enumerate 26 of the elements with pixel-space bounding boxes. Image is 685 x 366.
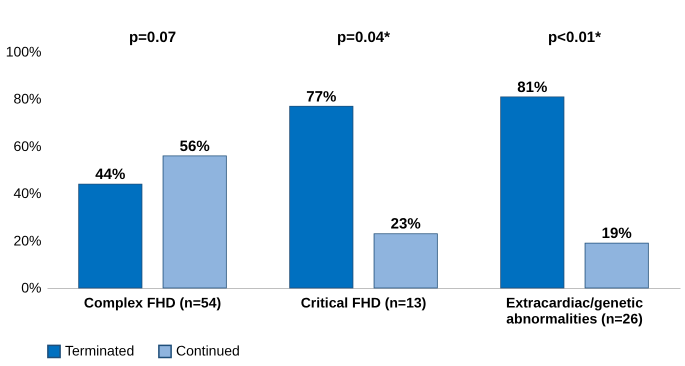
bar bbox=[500, 96, 564, 288]
bar bbox=[162, 155, 227, 288]
text: p<0.01* bbox=[548, 29, 602, 46]
y-tick-label: 100% bbox=[6, 44, 42, 60]
data-label: 23% bbox=[390, 216, 421, 233]
data-label: 81% bbox=[517, 78, 548, 96]
bar bbox=[374, 233, 438, 288]
x-tick-label: Extracardiac/genetic abnormalities (n=26) bbox=[506, 294, 644, 326]
y-tick-label: 20% bbox=[13, 232, 42, 248]
text: p=0.07 bbox=[128, 29, 176, 46]
data-label: 77% bbox=[306, 88, 336, 106]
bar bbox=[584, 242, 649, 288]
bar bbox=[289, 106, 354, 288]
data-label: 56% bbox=[180, 138, 210, 155]
legend-label: Continued bbox=[176, 342, 240, 358]
y-tick-label: 0% bbox=[21, 280, 42, 296]
y-tick-label: 60% bbox=[13, 138, 42, 154]
x-tick-label: Complex FHD (n=54) bbox=[84, 294, 222, 310]
legend-label: Terminated bbox=[65, 342, 134, 358]
y-tick-label: 40% bbox=[13, 185, 42, 202]
y-tick-label: 80% bbox=[13, 90, 42, 107]
bar bbox=[78, 184, 142, 288]
x-tick-label: Critical FHD (n=13) bbox=[300, 294, 426, 310]
data-label: 44% bbox=[95, 166, 126, 184]
data-label: 19% bbox=[602, 225, 632, 242]
text: p=0.04* bbox=[337, 29, 390, 46]
